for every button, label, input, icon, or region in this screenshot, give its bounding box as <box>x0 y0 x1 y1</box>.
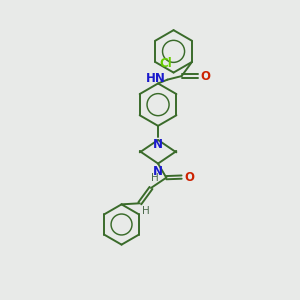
Text: H: H <box>142 206 150 216</box>
Text: HN: HN <box>146 72 166 85</box>
Text: Cl: Cl <box>159 57 172 70</box>
Text: H: H <box>151 173 158 183</box>
Text: N: N <box>153 165 163 178</box>
Text: N: N <box>153 138 163 151</box>
Text: O: O <box>184 171 194 184</box>
Text: O: O <box>200 70 211 83</box>
